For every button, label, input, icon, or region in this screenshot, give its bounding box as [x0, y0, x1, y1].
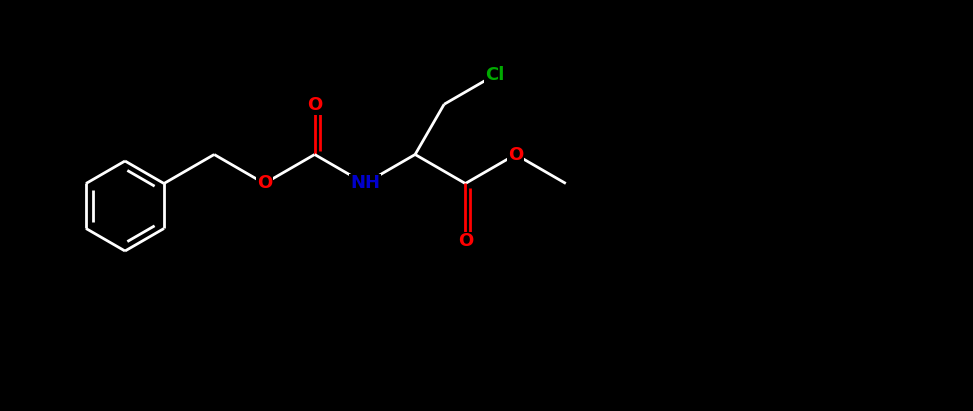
Text: O: O	[257, 175, 272, 192]
Text: O: O	[307, 96, 322, 114]
Text: Cl: Cl	[485, 66, 504, 84]
Text: NH: NH	[350, 175, 379, 192]
Text: O: O	[457, 233, 473, 250]
Text: H: H	[357, 175, 373, 192]
Text: O: O	[508, 145, 523, 164]
